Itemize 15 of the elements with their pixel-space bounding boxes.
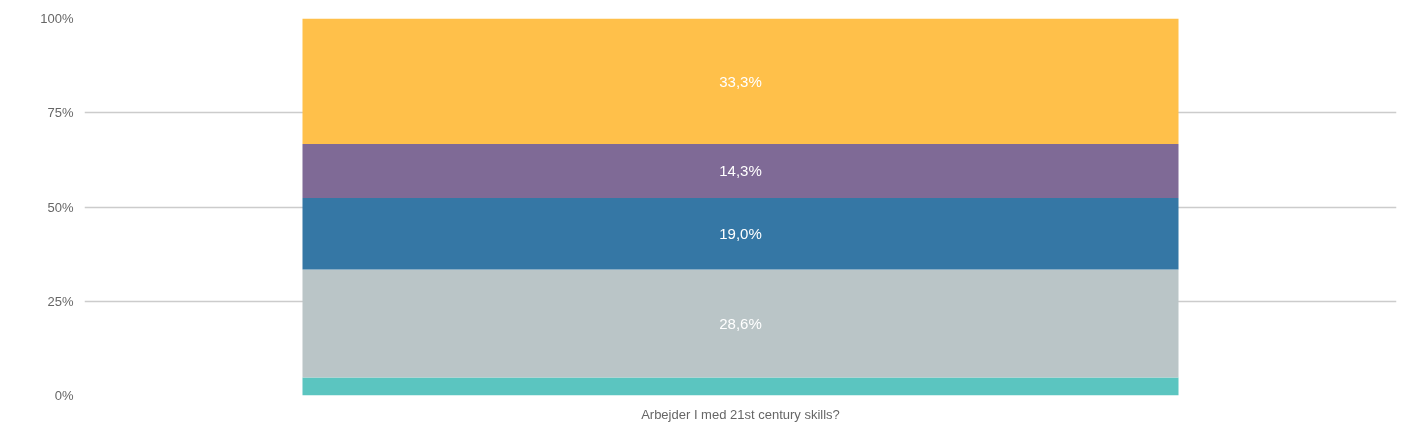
y-tick-label: 25% xyxy=(47,293,74,309)
x-tick-label: Arbejder I med 21st century skills? xyxy=(641,406,840,422)
bar xyxy=(302,197,1179,270)
data-label: 28,6% xyxy=(719,314,762,332)
y-tick-label: 75% xyxy=(47,105,74,121)
y-tick-label: 0% xyxy=(54,388,74,403)
bar xyxy=(302,18,1179,145)
data-label: 33,3% xyxy=(719,72,762,90)
bar xyxy=(302,377,1179,396)
y-tick-label: 100% xyxy=(40,11,74,26)
bar xyxy=(302,269,1179,378)
bar xyxy=(302,144,1179,198)
data-label: 19,0% xyxy=(719,225,762,243)
y-tick-label: 50% xyxy=(47,199,74,215)
data-label: 14,3% xyxy=(719,162,762,180)
